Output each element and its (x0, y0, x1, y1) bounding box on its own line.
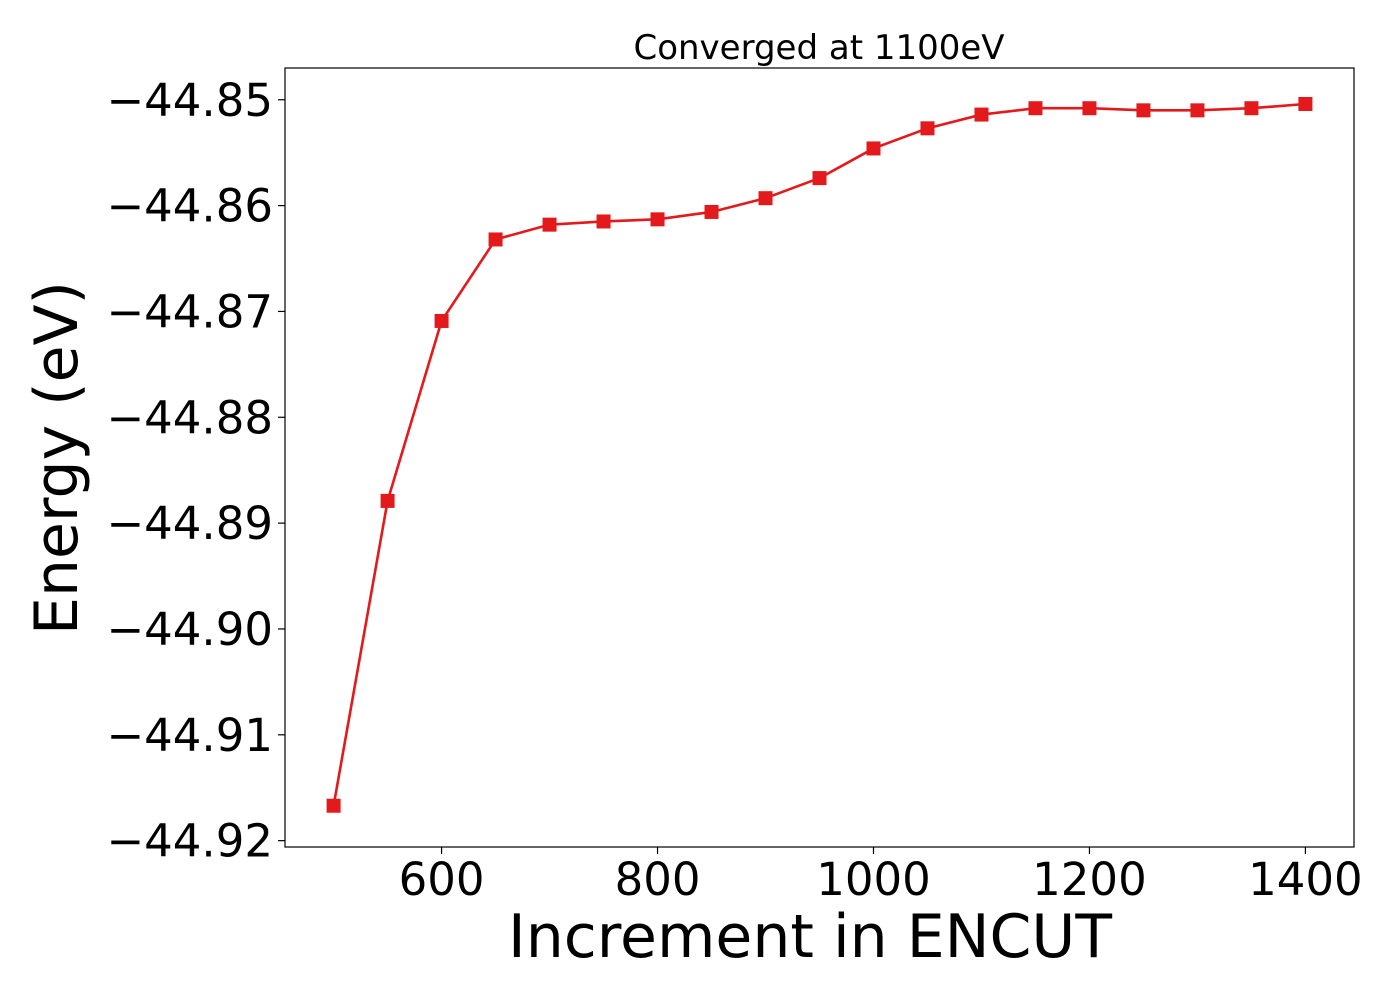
x-tick-label: 800 (615, 853, 701, 906)
y-tick-label: −44.85 (106, 74, 273, 127)
y-tick-label: −44.92 (106, 815, 273, 868)
data-point-marker (542, 217, 557, 232)
data-point-marker (434, 313, 449, 328)
data-point-marker (1298, 96, 1313, 111)
y-tick-label: −44.86 (106, 180, 273, 233)
data-point-marker (488, 232, 503, 247)
data-point-marker (1136, 103, 1151, 118)
y-tick-label: −44.89 (106, 497, 273, 550)
plot-area-frame (284, 67, 1355, 848)
data-point-marker (1190, 103, 1205, 118)
data-point-marker (812, 171, 827, 186)
data-point-marker (758, 191, 773, 206)
series-layer (326, 96, 1313, 813)
chart-title: Converged at 1100eV (633, 28, 1004, 68)
data-point-marker (1028, 101, 1043, 116)
data-point-marker (596, 214, 611, 229)
x-tick-label: 1400 (1248, 853, 1363, 906)
series-line (332, 102, 1306, 806)
y-tick-label: −44.88 (106, 391, 273, 444)
data-point-marker (1244, 101, 1259, 116)
x-axis-label: Increment in ENCUT (508, 902, 1112, 972)
x-tick-label: 1200 (1032, 853, 1147, 906)
data-point-marker (866, 141, 881, 156)
data-point-marker (704, 204, 719, 219)
data-point-marker (1082, 101, 1097, 116)
y-tick-label: −44.87 (106, 285, 273, 338)
y-tick-label: −44.91 (106, 709, 273, 762)
x-tick-label: 1000 (816, 853, 931, 906)
y-axis-ticks: −44.85 −44.86 −44.87 −44.88 −44.89 −44.90 −44.… (106, 74, 285, 868)
data-point-marker (974, 107, 989, 122)
x-axis-ticks: 600 800 1000 1200 1400 (399, 847, 1363, 906)
data-point-marker (920, 121, 935, 136)
data-point-marker (326, 798, 341, 813)
y-axis-label: Energy (eV) (22, 281, 92, 635)
data-point-marker (380, 493, 395, 508)
x-tick-label: 600 (399, 853, 485, 906)
data-point-marker (650, 212, 665, 227)
y-tick-label: −44.90 (106, 603, 273, 656)
